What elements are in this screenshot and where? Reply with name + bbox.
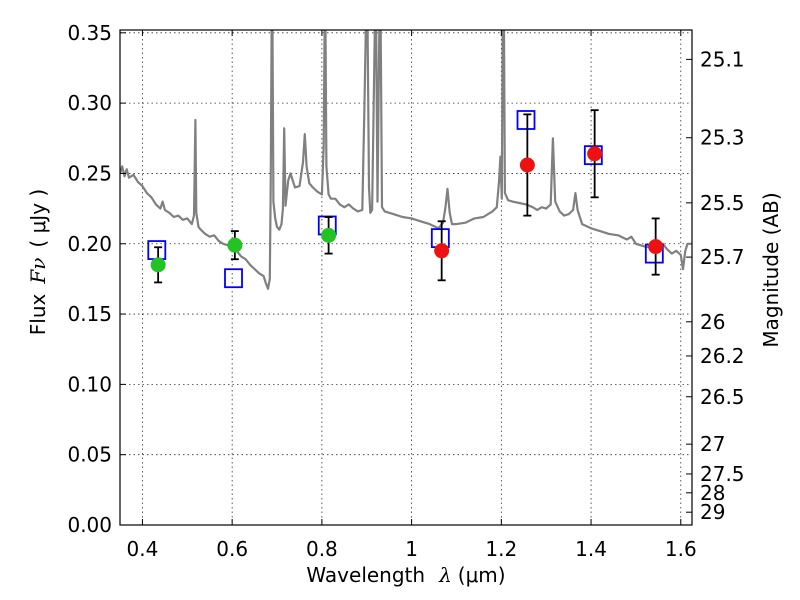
grid (120, 30, 692, 526)
observed-point-red (648, 239, 664, 255)
x-tick-label: 1 (405, 537, 418, 561)
model-spectrum-line (120, 30, 692, 290)
x-tick-label: 1.6 (665, 537, 697, 561)
mag-tick-label: 25.1 (700, 47, 745, 71)
right-axis-label: Magnitude (AB) (759, 192, 783, 347)
observed-point-red (519, 157, 535, 173)
x-tick-label: 1.4 (575, 537, 607, 561)
x-tick-label: 1.2 (485, 537, 517, 561)
observed-point-green (150, 257, 166, 273)
mag-tick-label: 29 (700, 500, 725, 524)
observed-point-red (434, 243, 450, 259)
mag-tick-label: 27 (700, 432, 725, 456)
mag-tick-label: 27.5 (700, 462, 745, 486)
y-tick-label: 0.30 (67, 91, 112, 115)
mag-tick-label: 25.3 (700, 126, 745, 150)
model-photometry-box (516, 110, 536, 130)
model-photometry-box (224, 268, 243, 289)
mag-tick-label: 26 (700, 310, 725, 334)
mag-tick-label: 26.2 (700, 344, 745, 368)
y-tick-label: 0.05 (67, 443, 112, 467)
axes-frame (119, 29, 693, 526)
y-tick-label: 0.10 (67, 372, 112, 396)
plot-area (120, 30, 692, 290)
x-axis-label: Wavelength λ (μm) (306, 563, 505, 587)
y-tick-label: 0.25 (67, 161, 112, 185)
mag-tick-label: 25.5 (700, 191, 745, 215)
observed-point-green (227, 237, 243, 253)
x-tick-label: 0.6 (216, 537, 248, 561)
x-tick-label: 0.4 (127, 537, 159, 561)
mag-tick-label: 28 (700, 481, 725, 505)
x-tick-label: 0.8 (306, 537, 338, 561)
y-tick-label: 0.20 (67, 232, 112, 256)
y-tick-label: 0.00 (67, 513, 112, 537)
mag-tick-label: 26.5 (700, 385, 745, 409)
y-tick-label: 0.35 (67, 21, 112, 45)
observed-point-green (321, 227, 337, 243)
y-axis-label: FluxFν( μJy ) (26, 189, 50, 335)
y-tick-label: 0.15 (67, 302, 112, 326)
mag-tick-label: 25.7 (700, 245, 745, 269)
ticks: 0.4 0.6 0.8 1 1.2 1.4 1.6 0.00 0.05 0.10 0.15 0.20 0… (67, 21, 744, 561)
observed-point-red (587, 146, 603, 162)
